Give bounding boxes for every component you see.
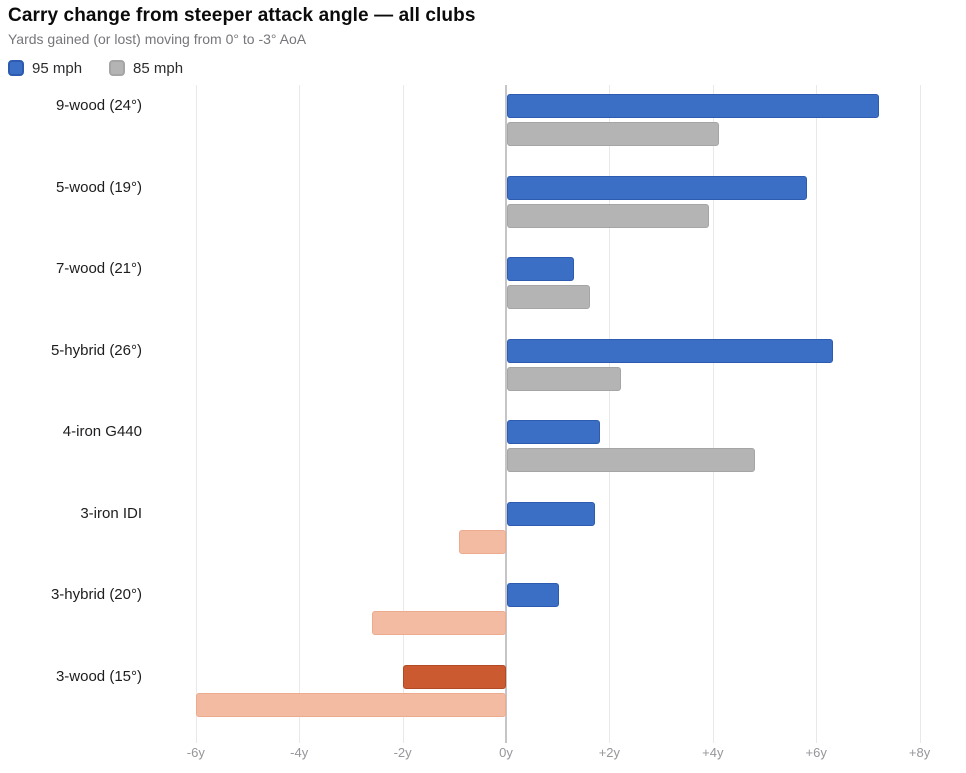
category-label-7-wood-21: 7-wood (21°) [55,260,142,277]
bar-95-mph-7-wood-21 [507,257,574,281]
bar-85-mph-3-iron-idi [459,530,506,554]
legend-item-85-mph[interactable]: 85 mph [109,60,183,77]
legend-label: 95 mph [32,59,83,77]
gridline [402,85,404,743]
bar-85-mph-5-hybrid-26 [507,367,621,391]
gridline [712,85,714,743]
x-tick-label: -2y [393,745,412,760]
bar-95-mph-5-hybrid-26 [507,339,833,363]
category-label-4-iron-g440: 4-iron G440 [62,423,142,440]
category-label-3-iron-idi: 3-iron IDI [80,505,142,522]
gridline [919,85,921,743]
gridline [299,85,301,743]
bar-95-mph-3-hybrid-20 [507,583,559,607]
chart-title: Carry change from steeper attack angle —… [8,5,476,26]
x-tick-label: +2y [598,745,621,760]
x-tick-label: -4y [290,745,309,760]
x-tick-label: -6y [186,745,205,760]
legend-swatch-icon [109,60,126,76]
bar-95-mph-4-iron-g440 [507,420,600,444]
legend-swatch-icon [8,60,24,76]
bar-95-mph-5-wood-19 [507,176,807,200]
bar-85-mph-3-hybrid-20 [372,611,506,635]
gridline [195,85,197,743]
zero-axis-line [505,85,507,743]
bar-85-mph-9-wood-24 [507,122,719,146]
category-label-5-wood-19: 5-wood (19°) [55,179,142,196]
bar-85-mph-4-iron-g440 [507,448,755,472]
bar-95-mph-3-wood-15 [403,665,506,689]
bar-85-mph-3-wood-15 [196,693,506,717]
category-label-5-hybrid-26: 5-hybrid (26°) [50,342,142,359]
x-tick-label: 0y [499,745,513,760]
bar-95-mph-9-wood-24 [507,94,879,118]
chart-subtitle: Yards gained (or lost) moving from 0° to… [8,31,307,47]
category-label-9-wood-24: 9-wood (24°) [55,97,142,114]
category-label-3-hybrid-20: 3-hybrid (20°) [50,586,142,603]
x-tick-label: +8y [908,745,931,760]
bar-85-mph-5-wood-19 [507,204,709,228]
bar-85-mph-7-wood-21 [507,285,590,309]
bar-95-mph-3-iron-idi [507,502,595,526]
gridline [816,85,818,743]
x-tick-label: +4y [702,745,724,760]
category-label-3-wood-15: 3-wood (15°) [55,668,142,685]
x-tick-label: +6y [805,745,827,760]
gridline [609,85,611,743]
legend: 95 mph 85 mph [8,58,183,78]
legend-item-95-mph[interactable]: 95 mph [8,60,82,77]
legend-label: 85 mph [133,59,184,77]
